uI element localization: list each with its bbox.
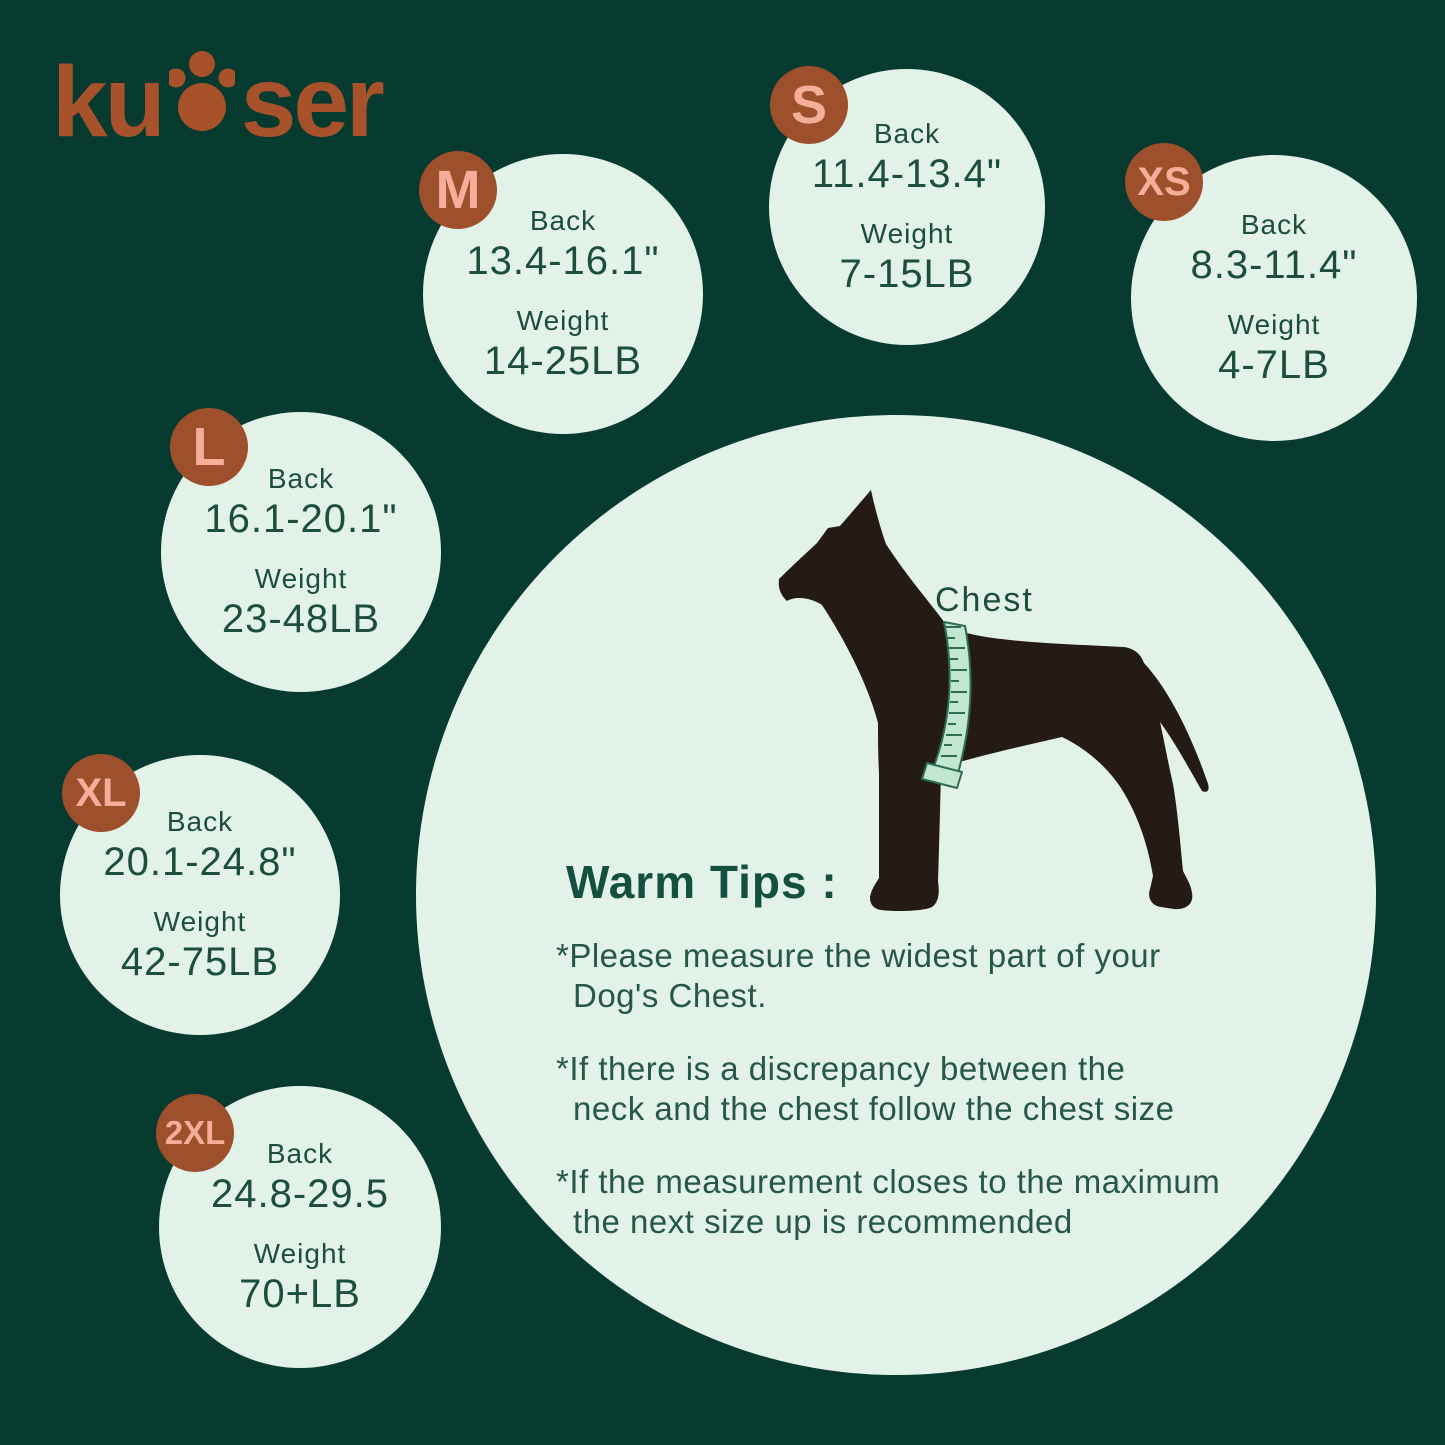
size-circle-l: L Back 16.1-20.1" Weight 23-48LB bbox=[161, 408, 441, 692]
weight-range: 14-25LB bbox=[483, 339, 643, 383]
back-label: Back bbox=[267, 463, 335, 494]
size-circle-xl: XL Back 20.1-24.8" Weight 42-75LB bbox=[60, 754, 340, 1035]
size-info-l: Back 16.1-20.1" Weight 23-48LB bbox=[204, 462, 397, 642]
size-badge-2xl: 2XL bbox=[156, 1094, 234, 1172]
back-label: Back bbox=[166, 806, 234, 837]
warm-tip-2: *If there is a discrepancy between the n… bbox=[556, 1049, 1220, 1129]
back-range: 24.8-29.5 bbox=[210, 1172, 390, 1216]
back-label: Back bbox=[529, 205, 597, 236]
warm-tip-1-line-2: Dog's Chest. bbox=[573, 977, 767, 1014]
weight-label: Weight bbox=[1227, 309, 1321, 340]
size-badge-l: L bbox=[170, 408, 248, 486]
size-info-2xl: Back 24.8-29.5 Weight 70+LB bbox=[211, 1137, 389, 1317]
weight-range: 7-15LB bbox=[839, 252, 975, 296]
size-badge-xl: XL bbox=[62, 754, 140, 832]
back-range: 20.1-24.8" bbox=[103, 840, 297, 884]
warm-tips-list: *Please measure the widest part of your … bbox=[556, 936, 1220, 1275]
back-range: 8.3-11.4" bbox=[1190, 243, 1358, 287]
warm-tip-2-line-2: neck and the chest follow the chest size bbox=[573, 1090, 1175, 1127]
weight-label: Weight bbox=[516, 305, 610, 336]
back-range: 11.4-13.4" bbox=[811, 152, 1003, 196]
brand-logo-text-left: ku bbox=[52, 46, 166, 158]
size-circle-xs: XS Back 8.3-11.4" Weight 4-7LB bbox=[1125, 143, 1417, 441]
tape-measure-icon bbox=[921, 621, 972, 789]
brand-logo-text-right: ser bbox=[240, 46, 385, 158]
paw-icon bbox=[168, 51, 235, 131]
back-range: 16.1-20.1" bbox=[204, 497, 398, 541]
size-info-s: Back 11.4-13.4" Weight 7-15LB bbox=[812, 117, 1002, 297]
weight-label: Weight bbox=[254, 563, 348, 594]
size-circle-s: S Back 11.4-13.4" Weight 7-15LB bbox=[769, 66, 1045, 345]
size-badge-xs: XS bbox=[1125, 143, 1203, 221]
size-info-xl: Back 20.1-24.8" Weight 42-75LB bbox=[103, 805, 296, 985]
back-label: Back bbox=[1240, 209, 1308, 240]
back-label: Back bbox=[873, 118, 941, 149]
back-range: 13.4-16.1" bbox=[466, 239, 660, 283]
weight-range: 23-48LB bbox=[221, 597, 381, 641]
warm-tip-1: *Please measure the widest part of your … bbox=[556, 936, 1220, 1016]
warm-tip-3: *If the measurement closes to the maximu… bbox=[556, 1162, 1220, 1242]
warm-tip-2-line-1: *If there is a discrepancy between the bbox=[556, 1050, 1126, 1087]
size-circle-2xl: 2XL Back 24.8-29.5 Weight 70+LB bbox=[156, 1086, 441, 1368]
weight-range: 70+LB bbox=[239, 1272, 361, 1316]
dog-silhouette bbox=[778, 490, 1209, 911]
weight-label: Weight bbox=[153, 906, 247, 937]
back-label: Back bbox=[266, 1138, 334, 1169]
size-badge-s: S bbox=[770, 66, 848, 144]
measurement-panel: Chest Warm Tips : *Please measure the wi… bbox=[416, 415, 1376, 1375]
warm-tips-heading: Warm Tips : bbox=[566, 856, 838, 908]
weight-range: 4-7LB bbox=[1218, 343, 1330, 387]
warm-tip-3-line-2: the next size up is recommended bbox=[573, 1203, 1073, 1240]
weight-range: 42-75LB bbox=[120, 940, 280, 984]
size-circle-m: M Back 13.4-16.1" Weight 14-25LB bbox=[419, 151, 703, 434]
size-badge-m: M bbox=[419, 151, 497, 229]
size-info-m: Back 13.4-16.1" Weight 14-25LB bbox=[466, 204, 659, 384]
size-info-xs: Back 8.3-11.4" Weight 4-7LB bbox=[1190, 208, 1357, 388]
dog-body-shape bbox=[778, 490, 1209, 911]
weight-label: Weight bbox=[860, 218, 954, 249]
warm-tip-1-line-1: *Please measure the widest part of your bbox=[556, 937, 1161, 974]
warm-tip-3-line-1: *If the measurement closes to the maximu… bbox=[556, 1163, 1221, 1200]
chest-label: Chest bbox=[935, 581, 1034, 619]
brand-logo: ku ser bbox=[52, 46, 385, 158]
weight-label: Weight bbox=[253, 1238, 347, 1269]
